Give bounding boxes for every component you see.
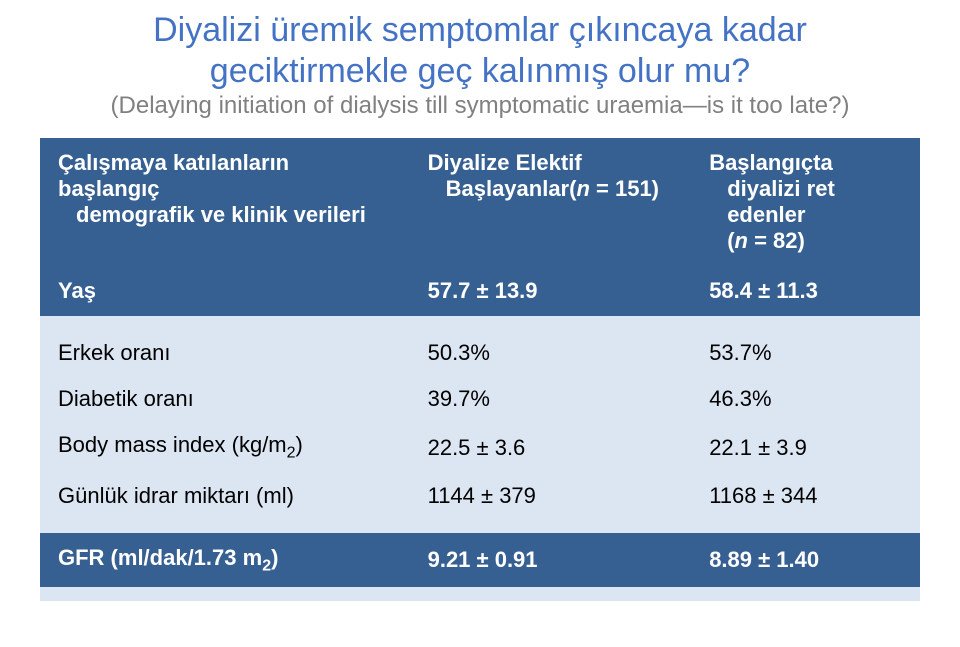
row-age-v1: 57.7 ± 13.9	[410, 266, 692, 316]
row-diabetic-v1: 39.7%	[410, 376, 692, 422]
header-cell-2: Başlangıçta diyalizi ret edenler (n = 82…	[691, 138, 920, 266]
section-row-gfr: GFR (ml/dak/1.73 m2) 9.21 ± 0.91 8.89 ± …	[40, 533, 920, 587]
row-age-label: Yaş	[40, 266, 410, 316]
hdr-c2-l1: Başlangıçta	[709, 150, 833, 175]
row-gfr-label-sub: 2	[262, 557, 271, 574]
row-bmi-label-sub: 2	[287, 445, 296, 462]
row-bmi-label-pre: Body mass index (kg/m	[58, 432, 287, 457]
hdr-c1-l2-post: = 151)	[590, 176, 659, 201]
table-row: Body mass index (kg/m2) 22.5 ± 3.6 22.1 …	[40, 422, 920, 472]
gap-row	[40, 519, 920, 533]
row-bmi-v2: 22.1 ± 3.9	[691, 422, 920, 472]
section-row-age: Yaş 57.7 ± 13.9 58.4 ± 11.3	[40, 266, 920, 316]
row-urine-v2: 1168 ± 344	[691, 473, 920, 519]
table-row: Günlük idrar miktarı (ml) 1144 ± 379 116…	[40, 473, 920, 519]
row-diabetic-label: Diabetik oranı	[40, 376, 410, 422]
row-bmi-label-post: )	[296, 432, 303, 457]
hdr-c1-l2-n: n	[576, 176, 589, 201]
title-line2: geciktirmekle geç kalınmış olur mu?	[210, 52, 750, 90]
main-title: Diyalizi üremik semptomlar çıkıncaya kad…	[40, 10, 920, 92]
subtitle: (Delaying initiation of dialysis till sy…	[40, 92, 920, 121]
title-block: Diyalizi üremik semptomlar çıkıncaya kad…	[40, 10, 920, 120]
hdr-c1-l2: Başlayanlar(n = 151)	[428, 176, 659, 201]
row-gfr-label: GFR (ml/dak/1.73 m2)	[40, 533, 410, 587]
hdr-c2-l4-post: = 82)	[748, 228, 805, 253]
row-urine-v1: 1144 ± 379	[410, 473, 692, 519]
row-male-label: Erkek oranı	[40, 330, 410, 376]
row-age-v2: 58.4 ± 11.3	[691, 266, 920, 316]
slide: Diyalizi üremik semptomlar çıkıncaya kad…	[0, 0, 960, 647]
row-male-v1: 50.3%	[410, 330, 692, 376]
hdr-c2-l3: edenler	[709, 202, 805, 227]
gap-row	[40, 587, 920, 601]
hdr-c2-l2: diyalizi ret	[709, 176, 835, 201]
row-urine-label: Günlük idrar miktarı (ml)	[40, 473, 410, 519]
table-row: Erkek oranı 50.3% 53.7%	[40, 330, 920, 376]
hdr-c0-l1: Çalışmaya katılanların başlangıç	[58, 150, 289, 201]
hdr-c2-l4-pre: (	[727, 228, 734, 253]
header-cell-1: Diyalize Elektif Başlayanlar(n = 151)	[410, 138, 692, 266]
row-bmi-label: Body mass index (kg/m2)	[40, 422, 410, 472]
row-bmi-v1: 22.5 ± 3.6	[410, 422, 692, 472]
header-cell-0: Çalışmaya katılanların başlangıç demogra…	[40, 138, 410, 266]
row-male-v2: 53.7%	[691, 330, 920, 376]
row-gfr-label-pre: GFR (ml/dak/1.73 m	[58, 545, 262, 570]
row-diabetic-v2: 46.3%	[691, 376, 920, 422]
row-gfr-v2: 8.89 ± 1.40	[691, 533, 920, 587]
row-gfr-v1: 9.21 ± 0.91	[410, 533, 692, 587]
title-line1: Diyalizi üremik semptomlar çıkıncaya kad…	[153, 11, 807, 49]
hdr-c2-l4-n: n	[735, 228, 748, 253]
row-gfr-label-post: )	[271, 545, 278, 570]
hdr-c1-l2-pre: Başlayanlar(	[446, 176, 577, 201]
gap-row	[40, 316, 920, 330]
hdr-c1-l1: Diyalize Elektif	[428, 150, 582, 175]
table-header-row: Çalışmaya katılanların başlangıç demogra…	[40, 138, 920, 266]
data-table: Çalışmaya katılanların başlangıç demogra…	[40, 138, 920, 601]
hdr-c2-l4: (n = 82)	[709, 228, 805, 253]
hdr-c0-l2: demografik ve klinik verileri	[58, 202, 366, 227]
table-row: Diabetik oranı 39.7% 46.3%	[40, 376, 920, 422]
